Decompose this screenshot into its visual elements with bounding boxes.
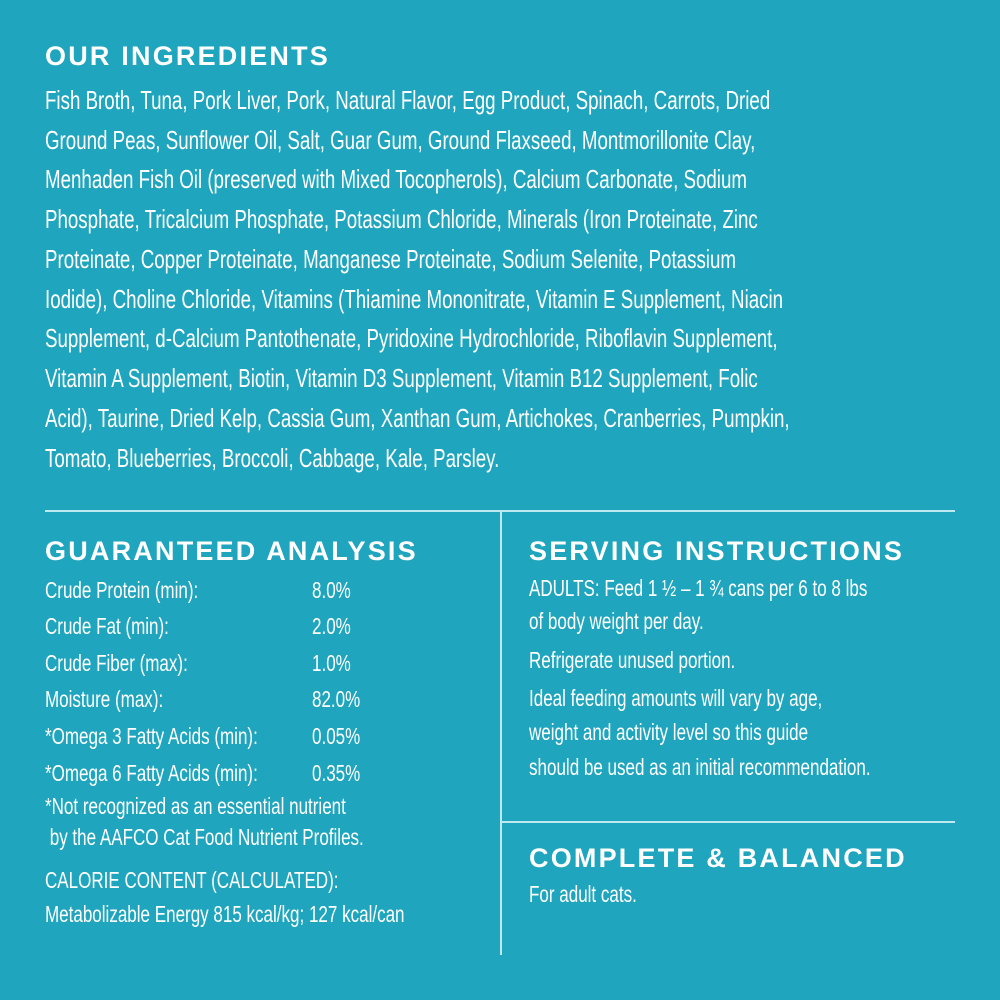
ingredients-line: Ground Peas, Sunflower Oil, Salt, Guar G…: [45, 125, 756, 155]
horizontal-divider: [500, 821, 955, 823]
analysis-value: 0.05%: [312, 723, 361, 749]
analysis-value: 0.35%: [312, 760, 361, 786]
analysis-footnote: *Not recognized as an essential nutrient: [45, 793, 346, 819]
serving-title: SERVING INSTRUCTIONS: [529, 536, 905, 566]
analysis-title: GUARANTEED ANALYSIS: [45, 536, 418, 566]
ingredients-line: Acid), Taurine, Dried Kelp, Cassia Gum, …: [45, 403, 790, 433]
complete-text: For adult cats.: [529, 881, 637, 907]
ingredients-line: Phosphate, Tricalcium Phosphate, Potassi…: [45, 204, 758, 234]
analysis-label: Crude Fat (min):: [45, 613, 169, 639]
serving-line: of body weight per day.: [529, 608, 704, 634]
ingredients-line: Menhaden Fish Oil (preserved with Mixed …: [45, 164, 747, 194]
vertical-divider: [500, 510, 502, 955]
analysis-value: 82.0%: [312, 686, 361, 712]
serving-line: Refrigerate unused portion.: [529, 647, 736, 673]
analysis-label: *Omega 6 Fatty Acids (min):: [45, 760, 258, 786]
ingredients-line: Iodide), Choline Chloride, Vitamins (Thi…: [45, 284, 784, 314]
analysis-label: Crude Protein (min):: [45, 577, 199, 603]
calorie-heading: CALORIE CONTENT (CALCULATED):: [45, 867, 339, 893]
analysis-value: 1.0%: [312, 650, 351, 676]
ingredients-line: Vitamin A Supplement, Biotin, Vitamin D3…: [45, 363, 758, 393]
serving-line: ADULTS: Feed 1 ½ – 1 ¾ cans per 6 to 8 l…: [529, 575, 868, 601]
complete-title: COMPLETE & BALANCED: [529, 843, 907, 873]
analysis-label: Moisture (max):: [45, 686, 164, 712]
analysis-value: 2.0%: [312, 613, 351, 639]
analysis-label: Crude Fiber (max):: [45, 650, 188, 676]
analysis-label: *Omega 3 Fatty Acids (min):: [45, 723, 258, 749]
serving-line: Ideal feeding amounts will vary by age,: [529, 685, 823, 711]
ingredients-line: Proteinate, Copper Proteinate, Manganese…: [45, 244, 736, 274]
ingredients-line: Tomato, Blueberries, Broccoli, Cabbage, …: [45, 443, 500, 473]
serving-line: weight and activity level so this guide: [529, 719, 809, 745]
calorie-value: Metabolizable Energy 815 kcal/kg; 127 kc…: [45, 901, 405, 927]
analysis-footnote: by the AAFCO Cat Food Nutrient Profiles.: [45, 824, 364, 850]
ingredients-title: OUR INGREDIENTS: [45, 41, 331, 71]
ingredients-line: Supplement, d-Calcium Pantothenate, Pyri…: [45, 323, 778, 353]
serving-line: should be used as an initial recommendat…: [529, 754, 871, 780]
ingredients-line: Fish Broth, Tuna, Pork Liver, Pork, Natu…: [45, 85, 771, 115]
analysis-value: 8.0%: [312, 577, 351, 603]
